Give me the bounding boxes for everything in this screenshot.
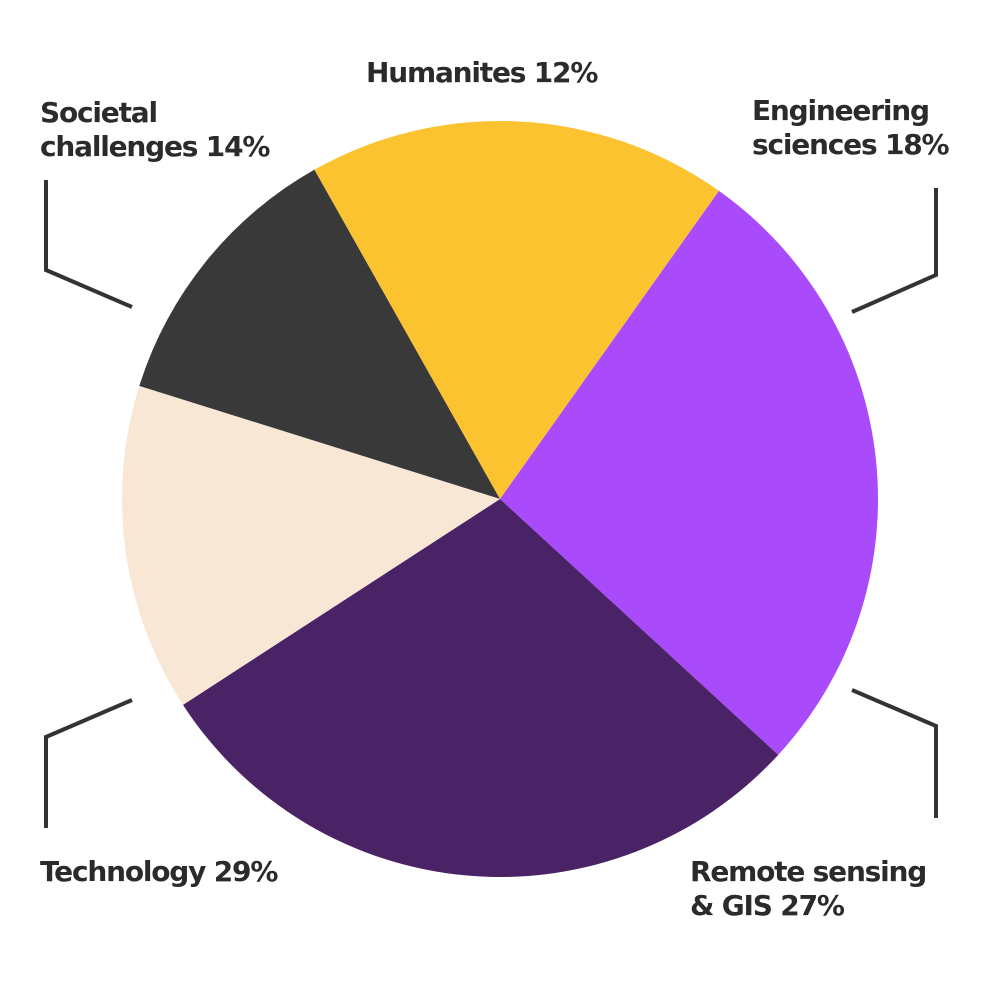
pie-slice-humanites [139, 169, 501, 499]
label-technology-text: Technology 29% [40, 855, 278, 888]
pie-slice-remote-sensing-gis [500, 190, 878, 755]
leader-line-technology [44, 698, 133, 828]
label-humanities: Humanites 12% [366, 56, 598, 90]
label-remote-line-2: & GIS 27% [690, 889, 845, 922]
label-humanities-text: Humanites 12% [366, 56, 598, 89]
leader-lines [44, 180, 938, 828]
label-engineering-sciences: Engineering sciences 18% [752, 94, 950, 162]
label-societal-challenges: Societal challenges 14% [40, 96, 270, 164]
pie-slices [122, 120, 878, 877]
leader-line-societal [44, 180, 133, 309]
label-technology: Technology 29% [40, 855, 278, 889]
label-societal-line-1: Societal [40, 96, 158, 129]
label-engineering-line-1: Engineering [752, 94, 930, 127]
label-engineering-line-2: sciences 18% [752, 128, 950, 161]
pie-slice-societal-challenges [122, 385, 500, 705]
leader-line-engineering [851, 188, 938, 314]
leader-line-remote [851, 688, 938, 818]
pie-slice-technology [182, 499, 779, 877]
pie-slice-engineering-sciences [314, 120, 719, 499]
label-societal-line-2: challenges 14% [40, 130, 270, 163]
label-remote-sensing: Remote sensing & GIS 27% [690, 855, 927, 923]
label-remote-line-1: Remote sensing [690, 855, 927, 888]
